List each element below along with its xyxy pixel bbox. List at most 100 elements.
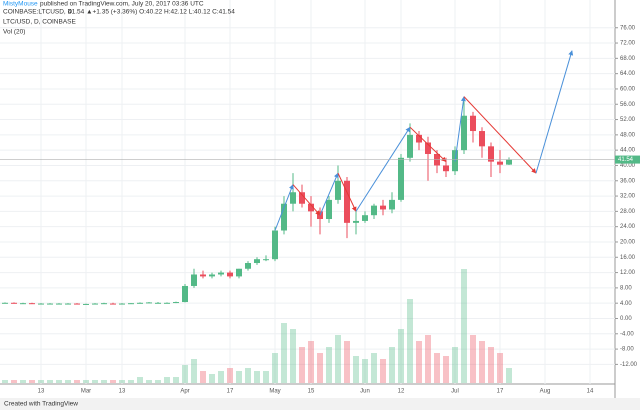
volume-bar	[380, 359, 386, 383]
volume-bar	[2, 380, 8, 383]
candle-body	[362, 215, 368, 221]
y-tick-label: 16.00	[620, 255, 636, 261]
volume-bar	[488, 347, 494, 383]
grid-layer	[0, 0, 615, 384]
footer-bar	[0, 398, 640, 410]
volume-bar	[29, 380, 35, 383]
candle-body	[2, 302, 8, 304]
candle-body	[200, 274, 206, 277]
arrow	[292, 184, 321, 216]
volume-bar	[335, 335, 341, 383]
candle-body	[263, 259, 269, 261]
y-tick-label: 60.00	[620, 87, 636, 93]
volume-bar	[506, 368, 512, 383]
volume-bar	[11, 380, 17, 383]
arrow	[535, 50, 574, 174]
y-tick-label: -12.00	[620, 362, 638, 368]
candle-body	[65, 303, 71, 305]
candle-body	[380, 205, 386, 210]
candle-body	[344, 180, 350, 223]
volume-bar	[128, 380, 134, 383]
volume-bar	[434, 353, 440, 383]
volume-bar	[56, 380, 62, 383]
footer: Created with TradingView	[4, 401, 78, 408]
candle-body	[74, 303, 80, 305]
arrow	[454, 96, 466, 162]
candle-body	[182, 285, 188, 303]
candle-body	[29, 303, 35, 305]
x-tick-label: May	[269, 389, 280, 395]
volume-bar	[479, 341, 485, 383]
y-tick-label: -4.00	[620, 331, 634, 337]
y-tick-label: 28.00	[620, 209, 636, 215]
candle-body	[461, 115, 467, 151]
volume-bar	[344, 341, 350, 383]
arrow	[337, 172, 357, 212]
candle-body	[209, 274, 215, 277]
volume-bar	[461, 269, 467, 383]
arrow	[355, 126, 411, 212]
candle-body	[47, 303, 53, 305]
volume-bar	[452, 347, 458, 383]
candle-body	[20, 303, 26, 305]
volume-bar	[245, 368, 251, 383]
candle-body	[227, 272, 233, 277]
y-tick-label: 52.00	[620, 117, 636, 123]
x-tick-label: 17	[227, 389, 234, 395]
x-tick-label: 17	[497, 389, 504, 395]
y-tick-label: 12.00	[620, 270, 636, 276]
volume-bar	[254, 371, 260, 383]
candle-body	[245, 263, 251, 269]
y-tick-label: 36.00	[620, 178, 636, 184]
volume-bar	[416, 341, 422, 383]
candle-body	[110, 303, 116, 305]
volume-bar	[38, 380, 44, 383]
candle-body	[398, 157, 404, 200]
y-tick-label: 72.00	[620, 41, 636, 47]
candle-layer	[2, 96, 512, 305]
volume-bar	[209, 374, 215, 383]
candle-body	[254, 259, 260, 264]
volume-layer	[2, 269, 512, 383]
volume-bar	[110, 380, 116, 383]
volume-bar	[236, 371, 242, 383]
candle-body	[272, 230, 278, 260]
candle-body	[137, 302, 143, 304]
x-tick-label: 13	[38, 389, 45, 395]
candle-body	[416, 134, 422, 143]
volume-bar	[389, 347, 395, 383]
y-tick-label: 32.00	[620, 194, 636, 200]
candle-body	[11, 302, 17, 304]
trend-arrows	[274, 50, 574, 231]
volume-bar	[92, 380, 98, 383]
volume-bar	[182, 365, 188, 383]
published: published on TradingView.com, July 20, 2…	[40, 1, 204, 8]
candle-body	[479, 131, 485, 147]
candle-body	[236, 268, 242, 277]
candle-body	[101, 303, 107, 305]
volume-bar	[470, 335, 476, 383]
arrow	[409, 126, 447, 162]
candle-body	[308, 203, 314, 212]
x-tick-label: 13	[119, 389, 126, 395]
candle-body	[443, 165, 449, 172]
volume-label: Vol (20)	[3, 29, 25, 36]
candle-body	[425, 142, 431, 154]
y-tick-label: 44.00	[620, 148, 636, 154]
candle-body	[56, 303, 62, 305]
volume-bar	[83, 380, 89, 383]
volume-bar	[74, 380, 80, 383]
volume-bar	[218, 371, 224, 383]
candle-body	[191, 274, 197, 286]
volume-bar	[497, 353, 503, 383]
candle-body	[290, 192, 296, 204]
candle-body	[407, 134, 413, 158]
volume-bar	[191, 359, 197, 383]
candle-body	[128, 303, 134, 305]
volume-bar	[398, 329, 404, 383]
candle-body	[488, 146, 494, 162]
volume-bar	[353, 356, 359, 383]
x-tick-label: Jul	[451, 389, 459, 395]
volume-bar	[362, 359, 368, 383]
